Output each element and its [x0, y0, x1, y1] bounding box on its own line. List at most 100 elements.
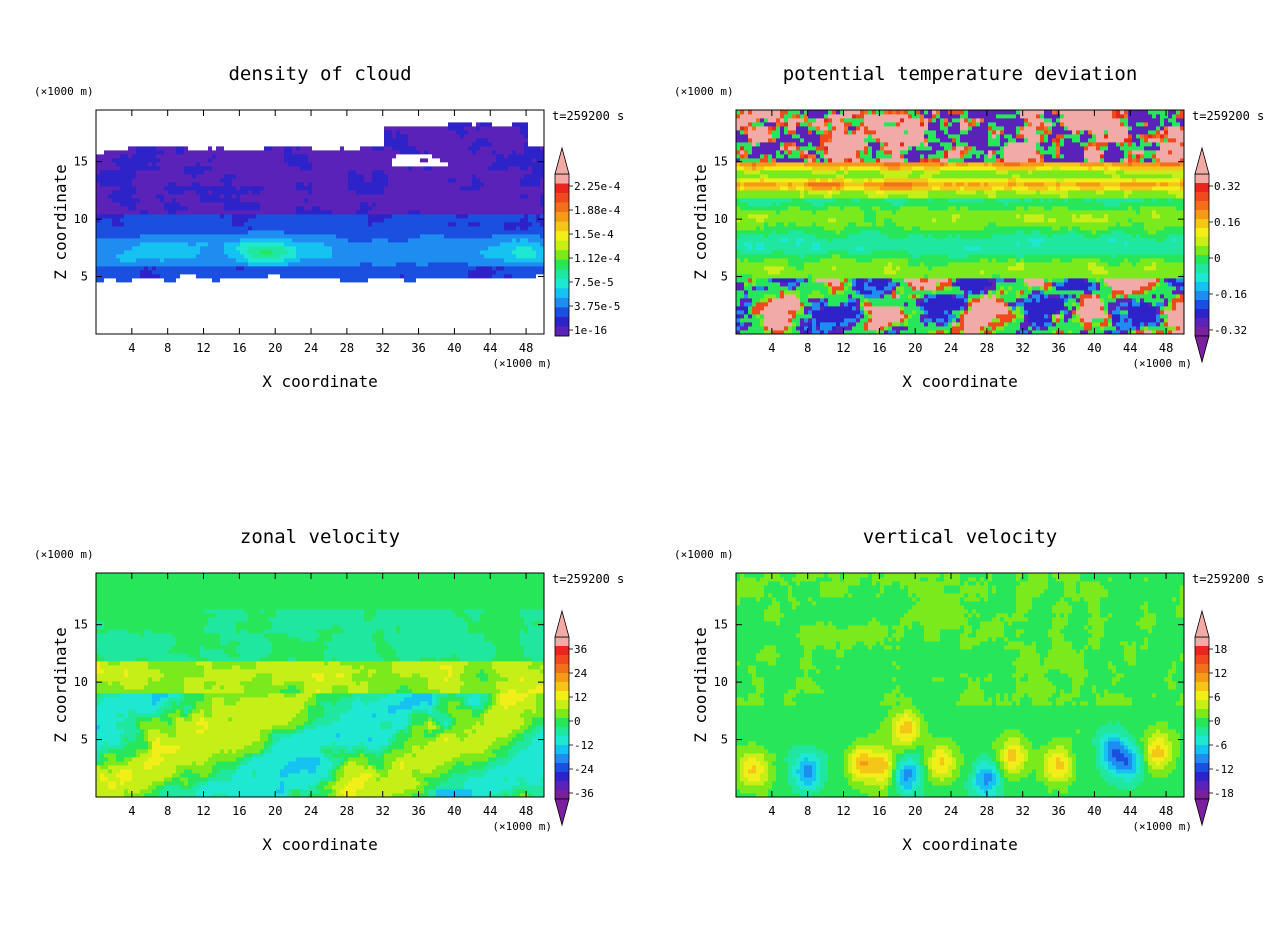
cell: [140, 306, 145, 311]
cell: [312, 126, 317, 131]
cell: [376, 122, 381, 127]
cell: [400, 298, 405, 303]
cell: [156, 186, 161, 191]
cell: [180, 206, 185, 211]
cell: [132, 326, 137, 331]
cell: [288, 222, 293, 227]
cell: [160, 206, 165, 211]
cell: [224, 266, 229, 271]
cell: [412, 174, 417, 179]
cell: [448, 122, 453, 127]
cell: [428, 314, 433, 319]
cell: [184, 118, 189, 123]
cell: [104, 118, 109, 123]
cell: [188, 254, 193, 259]
cell: [380, 266, 385, 271]
cell: [176, 166, 181, 171]
cell: [132, 270, 137, 275]
cell: [96, 134, 101, 139]
cell: [256, 274, 261, 279]
cell: [128, 138, 133, 143]
cell: [224, 270, 229, 275]
cell: [108, 210, 113, 215]
cell: [124, 286, 129, 291]
cell: [216, 318, 221, 323]
cell: [288, 318, 293, 323]
cell: [364, 162, 369, 167]
cell: [108, 234, 113, 239]
cell: [440, 258, 445, 263]
cell: [120, 274, 125, 279]
cell: [252, 142, 257, 147]
cell: [276, 190, 281, 195]
cell: [124, 198, 129, 203]
cell: [336, 178, 341, 183]
cell: [220, 270, 225, 275]
cell: [380, 238, 385, 243]
cell: [180, 306, 185, 311]
cell: [288, 326, 293, 331]
cell: [196, 314, 201, 319]
cell: [360, 226, 365, 231]
cell: [424, 322, 429, 327]
cell: [336, 306, 341, 311]
cell: [328, 242, 333, 247]
cell: [420, 210, 425, 215]
cell: [360, 314, 365, 319]
cell: [192, 182, 197, 187]
cell: [112, 174, 117, 179]
cell: [304, 198, 309, 203]
cell: [256, 206, 261, 211]
cell: [132, 146, 137, 151]
cell: [108, 162, 113, 167]
cell: [180, 222, 185, 227]
cell: [232, 206, 237, 211]
cell: [392, 310, 397, 315]
cell: [432, 314, 437, 319]
cell: [336, 218, 341, 223]
cell: [100, 330, 105, 335]
cell: [332, 270, 337, 275]
cell: [176, 250, 181, 255]
cell: [444, 182, 449, 187]
cell: [100, 178, 105, 183]
cell: [444, 166, 449, 171]
cell: [348, 266, 353, 271]
cell: [404, 262, 409, 267]
cell: [424, 246, 429, 251]
cell: [116, 290, 121, 295]
cell: [408, 226, 413, 231]
cell: [268, 234, 273, 239]
cell: [228, 138, 233, 143]
cell: [364, 254, 369, 259]
cell: [420, 238, 425, 243]
cell: [248, 322, 253, 327]
cell: [164, 222, 169, 227]
cell: [300, 154, 305, 159]
cell: [248, 218, 253, 223]
cell: [96, 326, 101, 331]
cell: [392, 122, 397, 127]
cell: [320, 170, 325, 175]
cell: [164, 122, 169, 127]
cell: [404, 238, 409, 243]
cell: [260, 262, 265, 267]
cell: [264, 190, 269, 195]
cell: [208, 198, 213, 203]
cell: [208, 130, 213, 135]
cell: [308, 234, 313, 239]
cell: [284, 250, 289, 255]
cell: [188, 194, 193, 199]
cell: [172, 174, 177, 179]
cell: [440, 202, 445, 207]
cell: [432, 134, 437, 139]
cell: [300, 314, 305, 319]
cell: [156, 166, 161, 171]
cell: [392, 126, 397, 131]
cell: [260, 254, 265, 259]
cell: [240, 286, 245, 291]
cell: [96, 230, 101, 235]
cell: [284, 130, 289, 135]
cell: [236, 218, 241, 223]
